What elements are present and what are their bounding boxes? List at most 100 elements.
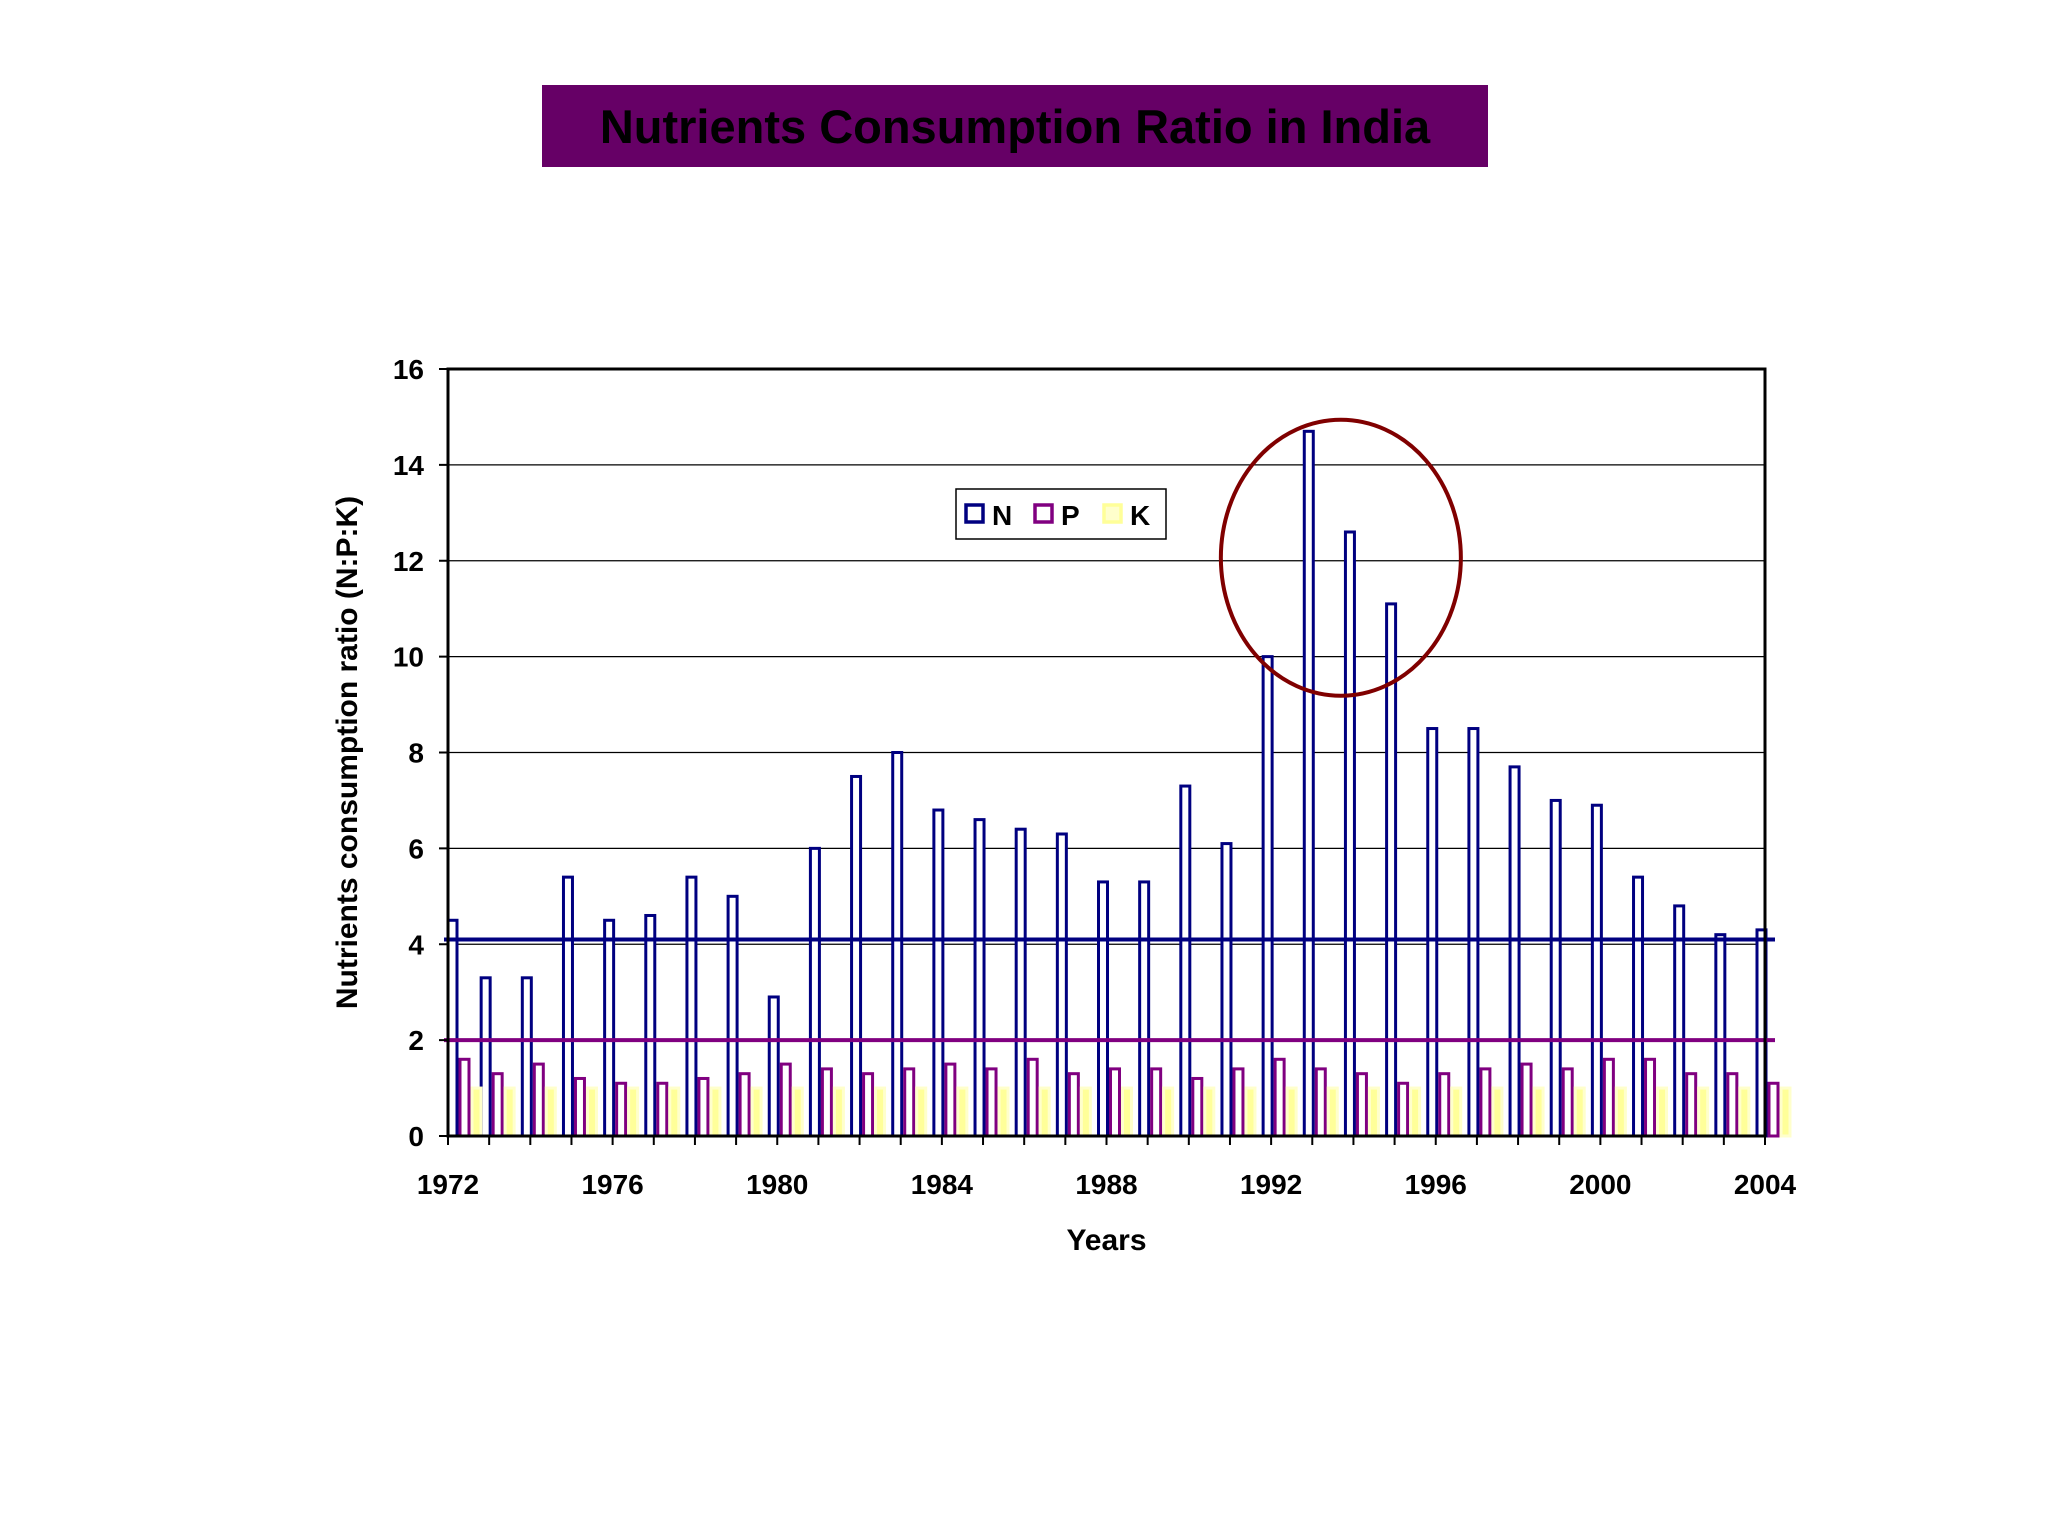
- bar-N-1989: [1138, 880, 1151, 1138]
- bar-N-1975: [561, 875, 574, 1138]
- bar-K-1994: [1367, 1086, 1380, 1138]
- title-banner: Nutrients Consumption Ratio in India: [542, 85, 1488, 167]
- bar-K-1998: [1532, 1086, 1545, 1138]
- bar-K-1975: [585, 1086, 598, 1138]
- bar-P-1979: [738, 1072, 751, 1138]
- bar-N-1979: [726, 894, 739, 1138]
- bar-P-1991: [1232, 1067, 1245, 1138]
- y-tick-label: 16: [393, 354, 424, 385]
- bar-K-1980: [791, 1086, 804, 1138]
- x-tick-label: 1976: [581, 1169, 643, 1200]
- bar-N-1988: [1097, 880, 1109, 1138]
- x-tick-label: 1992: [1240, 1169, 1302, 1200]
- bar-P-1983: [903, 1067, 916, 1138]
- x-tick-label: 2000: [1569, 1169, 1631, 1200]
- bar-K-1991: [1244, 1086, 1257, 1138]
- bar-K-1989: [1162, 1086, 1175, 1138]
- bar-P-1972: [458, 1057, 471, 1138]
- bar-P-1977: [656, 1081, 669, 1138]
- legend-swatch-K: [1102, 503, 1123, 524]
- x-tick-label: 1988: [1075, 1169, 1137, 1200]
- bar-P-1987: [1067, 1072, 1080, 1138]
- bar-P-1985: [985, 1067, 998, 1138]
- bar-N-1980: [767, 995, 780, 1138]
- y-tick-label: 6: [408, 833, 424, 864]
- x-tick-label: 2004: [1734, 1169, 1797, 1200]
- bar-P-2004: [1767, 1081, 1780, 1138]
- y-tick-label: 14: [393, 450, 425, 481]
- bar-N-1983: [891, 751, 904, 1138]
- bar-N-1991: [1220, 842, 1233, 1138]
- bar-N-1982: [850, 774, 863, 1138]
- bar-P-2003: [1726, 1072, 1739, 1138]
- bar-K-1985: [997, 1086, 1010, 1138]
- bar-K-1992: [1285, 1086, 1298, 1138]
- bar-K-2001: [1656, 1086, 1669, 1138]
- bar-K-1997: [1491, 1086, 1504, 1138]
- bar-P-1976: [615, 1081, 628, 1138]
- bar-N-1973: [479, 976, 492, 1138]
- bar-P-1992: [1273, 1057, 1286, 1138]
- bar-P-1989: [1150, 1067, 1163, 1138]
- bar-P-1996: [1438, 1072, 1451, 1138]
- y-tick-label: 12: [393, 546, 424, 577]
- chart-title: Nutrients Consumption Ratio in India: [599, 99, 1431, 153]
- bar-K-1999: [1573, 1086, 1586, 1138]
- bar-N-1996: [1426, 727, 1439, 1138]
- bar-N-1985: [973, 818, 986, 1138]
- bar-P-1995: [1397, 1081, 1410, 1138]
- bar-N-1998: [1508, 765, 1521, 1138]
- bar-K-1984: [956, 1086, 969, 1138]
- bar-N-1994: [1343, 530, 1356, 1138]
- bar-P-1980: [779, 1062, 792, 1138]
- bar-N-1978: [685, 875, 698, 1138]
- bar-N-1999: [1549, 798, 1562, 1138]
- reference-lines: [444, 937, 1775, 1043]
- bar-N-2001: [1632, 875, 1645, 1138]
- bar-N-1977: [644, 913, 657, 1138]
- axes: 0 2 4 6 8 10 12 14 16 1972 1976 1980 1984 1988 1992 199…: [393, 354, 1797, 1200]
- legend-swatch-N: [964, 503, 985, 524]
- x-tick-label: 1996: [1405, 1169, 1467, 1200]
- bar-K-1993: [1326, 1086, 1339, 1138]
- bar-K-1988: [1121, 1086, 1133, 1138]
- bar-N-1974: [520, 976, 533, 1138]
- x-tick-label: 1984: [911, 1169, 974, 1200]
- bar-K-1972: [470, 1086, 483, 1138]
- bar-P-1974: [532, 1062, 545, 1138]
- y-tick-label: 0: [408, 1121, 424, 1152]
- bar-K-1976: [627, 1086, 640, 1138]
- bar-P-1975: [573, 1076, 586, 1138]
- bar-P-1978: [697, 1076, 710, 1138]
- bar-K-1979: [750, 1086, 763, 1138]
- x-axis-label: Years: [1066, 1224, 1146, 1257]
- bar-K-1983: [915, 1086, 928, 1138]
- bar-K-2002: [1697, 1086, 1710, 1138]
- bar-K-1982: [874, 1086, 887, 1138]
- bar-N-1993: [1302, 429, 1315, 1138]
- y-tick-label: 8: [408, 738, 424, 769]
- bar-K-1978: [709, 1086, 722, 1138]
- bar-K-1996: [1450, 1086, 1463, 1138]
- x-tick-label: 1972: [417, 1169, 479, 1200]
- bar-P-1990: [1191, 1076, 1204, 1138]
- bar-N-1981: [808, 846, 821, 1138]
- bar-N-1984: [932, 808, 945, 1138]
- bar-P-1973: [491, 1072, 504, 1138]
- x-tick-label: 1980: [746, 1169, 808, 1200]
- bar-K-2003: [1738, 1086, 1751, 1138]
- y-tick-label: 2: [408, 1025, 424, 1056]
- bar-N-1976: [603, 918, 616, 1138]
- bar-P-2001: [1644, 1057, 1657, 1138]
- bar-K-1995: [1409, 1086, 1422, 1138]
- bar-P-1993: [1314, 1067, 1327, 1138]
- bar-K-1986: [1038, 1086, 1051, 1138]
- bar-N-1987: [1055, 832, 1068, 1138]
- bar-K-1973: [503, 1086, 516, 1138]
- y-axis-label: Nutrients consumption ratio (N:P:K): [331, 496, 364, 1009]
- bar-N-1992: [1261, 655, 1274, 1138]
- bar-P-1988: [1109, 1067, 1121, 1138]
- legend-label-P: P: [1061, 500, 1080, 531]
